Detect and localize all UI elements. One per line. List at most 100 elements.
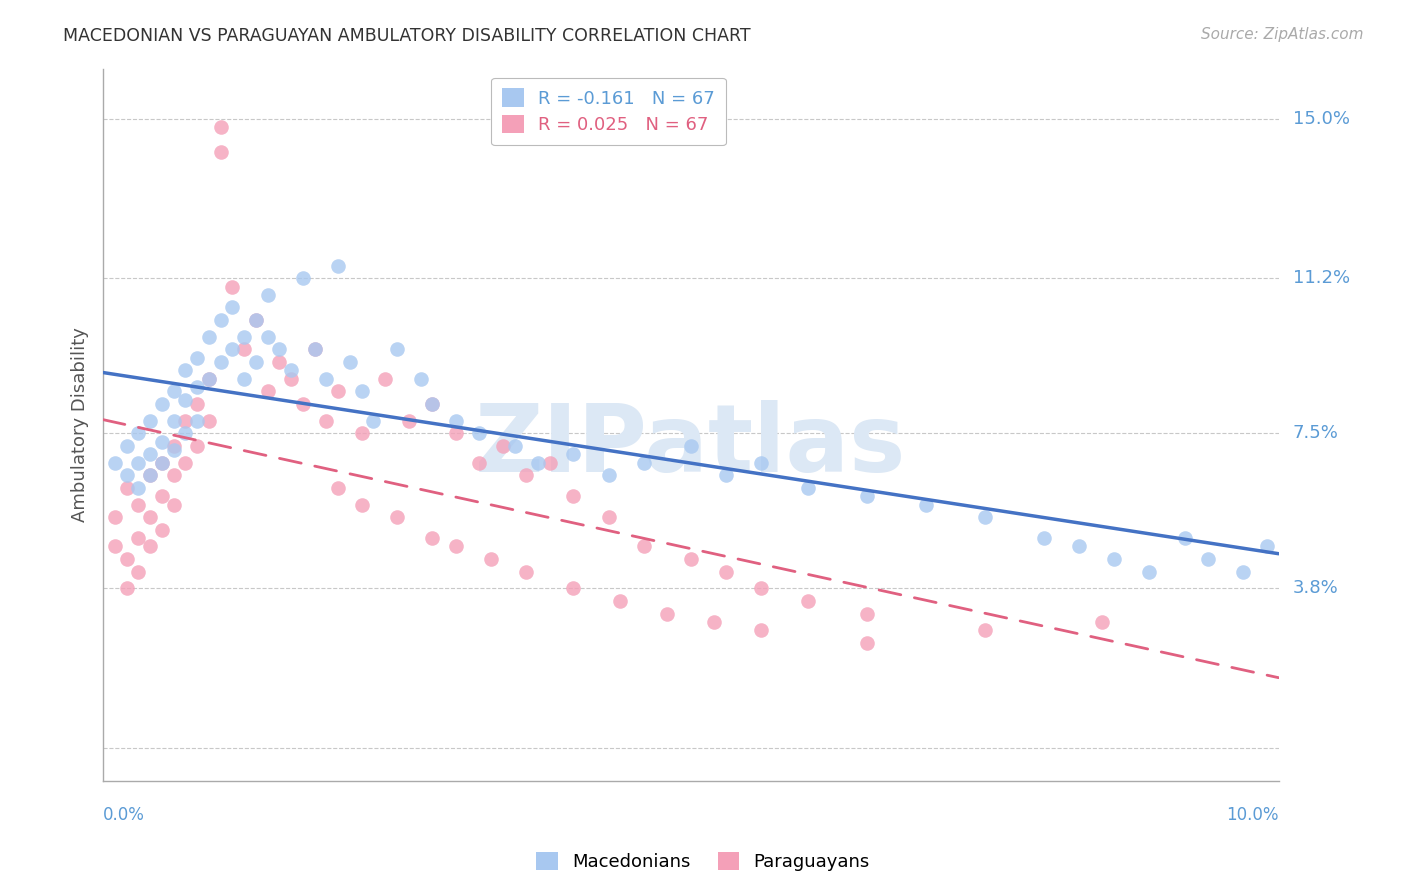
Point xyxy=(163,439,186,453)
Point xyxy=(751,582,773,596)
Text: 0.0%: 0.0% xyxy=(103,806,145,824)
Point xyxy=(1137,565,1160,579)
Point xyxy=(598,468,620,483)
Point xyxy=(186,351,208,365)
Point xyxy=(198,372,221,386)
Point xyxy=(233,343,256,357)
Point xyxy=(797,481,820,495)
Point xyxy=(209,355,232,369)
Point xyxy=(150,489,173,503)
Point xyxy=(115,468,138,483)
Point xyxy=(1091,615,1114,629)
Point xyxy=(139,468,162,483)
Point xyxy=(163,498,186,512)
Point xyxy=(515,468,537,483)
Point xyxy=(350,426,373,441)
Point xyxy=(186,414,208,428)
Point xyxy=(104,456,127,470)
Point xyxy=(139,468,162,483)
Point xyxy=(1256,540,1278,554)
Point xyxy=(139,540,162,554)
Point xyxy=(714,468,737,483)
Point xyxy=(304,343,326,357)
Point xyxy=(127,481,149,495)
Point xyxy=(328,259,350,273)
Point xyxy=(385,343,408,357)
Point xyxy=(492,439,515,453)
Point xyxy=(269,343,291,357)
Text: Source: ZipAtlas.com: Source: ZipAtlas.com xyxy=(1201,27,1364,42)
Point xyxy=(256,288,278,302)
Point xyxy=(127,426,149,441)
Point xyxy=(209,145,232,160)
Point xyxy=(538,456,561,470)
Point xyxy=(751,456,773,470)
Point xyxy=(127,565,149,579)
Point xyxy=(420,397,443,411)
Point xyxy=(174,392,197,407)
Point xyxy=(139,447,162,461)
Point xyxy=(1174,531,1197,545)
Point xyxy=(1102,552,1125,566)
Point xyxy=(856,607,879,621)
Point xyxy=(328,384,350,399)
Text: 15.0%: 15.0% xyxy=(1292,110,1350,128)
Point xyxy=(420,531,443,545)
Point xyxy=(163,384,186,399)
Point xyxy=(150,456,173,470)
Y-axis label: Ambulatory Disability: Ambulatory Disability xyxy=(72,327,89,523)
Point xyxy=(679,439,702,453)
Point xyxy=(350,498,373,512)
Point xyxy=(562,489,585,503)
Point xyxy=(751,624,773,638)
Point xyxy=(398,414,420,428)
Text: ZIPatlas: ZIPatlas xyxy=(475,401,907,492)
Point xyxy=(291,397,314,411)
Point xyxy=(233,330,256,344)
Point xyxy=(350,384,373,399)
Point xyxy=(256,384,278,399)
Point xyxy=(479,552,502,566)
Point xyxy=(1067,540,1090,554)
Point xyxy=(515,565,537,579)
Point xyxy=(174,414,197,428)
Point xyxy=(385,510,408,524)
Point xyxy=(797,594,820,608)
Point xyxy=(527,456,550,470)
Point xyxy=(115,439,138,453)
Point xyxy=(233,372,256,386)
Point xyxy=(186,380,208,394)
Point xyxy=(444,426,467,441)
Point xyxy=(444,414,467,428)
Point xyxy=(409,372,432,386)
Point xyxy=(339,355,361,369)
Text: 10.0%: 10.0% xyxy=(1226,806,1278,824)
Point xyxy=(609,594,631,608)
Point xyxy=(174,363,197,377)
Point xyxy=(139,510,162,524)
Point xyxy=(280,363,302,377)
Point xyxy=(150,523,173,537)
Point xyxy=(127,456,149,470)
Point xyxy=(221,343,243,357)
Text: 7.5%: 7.5% xyxy=(1292,425,1339,442)
Point xyxy=(420,397,443,411)
Point xyxy=(856,636,879,650)
Point xyxy=(503,439,526,453)
Point xyxy=(221,301,243,315)
Point xyxy=(104,540,127,554)
Point xyxy=(198,372,221,386)
Point xyxy=(174,426,197,441)
Point xyxy=(703,615,725,629)
Point xyxy=(198,414,221,428)
Point xyxy=(374,372,396,386)
Point xyxy=(468,426,491,441)
Point xyxy=(104,510,127,524)
Point xyxy=(221,279,243,293)
Point xyxy=(562,582,585,596)
Point xyxy=(714,565,737,579)
Point xyxy=(633,456,655,470)
Legend: Macedonians, Paraguayans: Macedonians, Paraguayans xyxy=(529,845,877,879)
Point xyxy=(1197,552,1219,566)
Text: 11.2%: 11.2% xyxy=(1292,269,1350,287)
